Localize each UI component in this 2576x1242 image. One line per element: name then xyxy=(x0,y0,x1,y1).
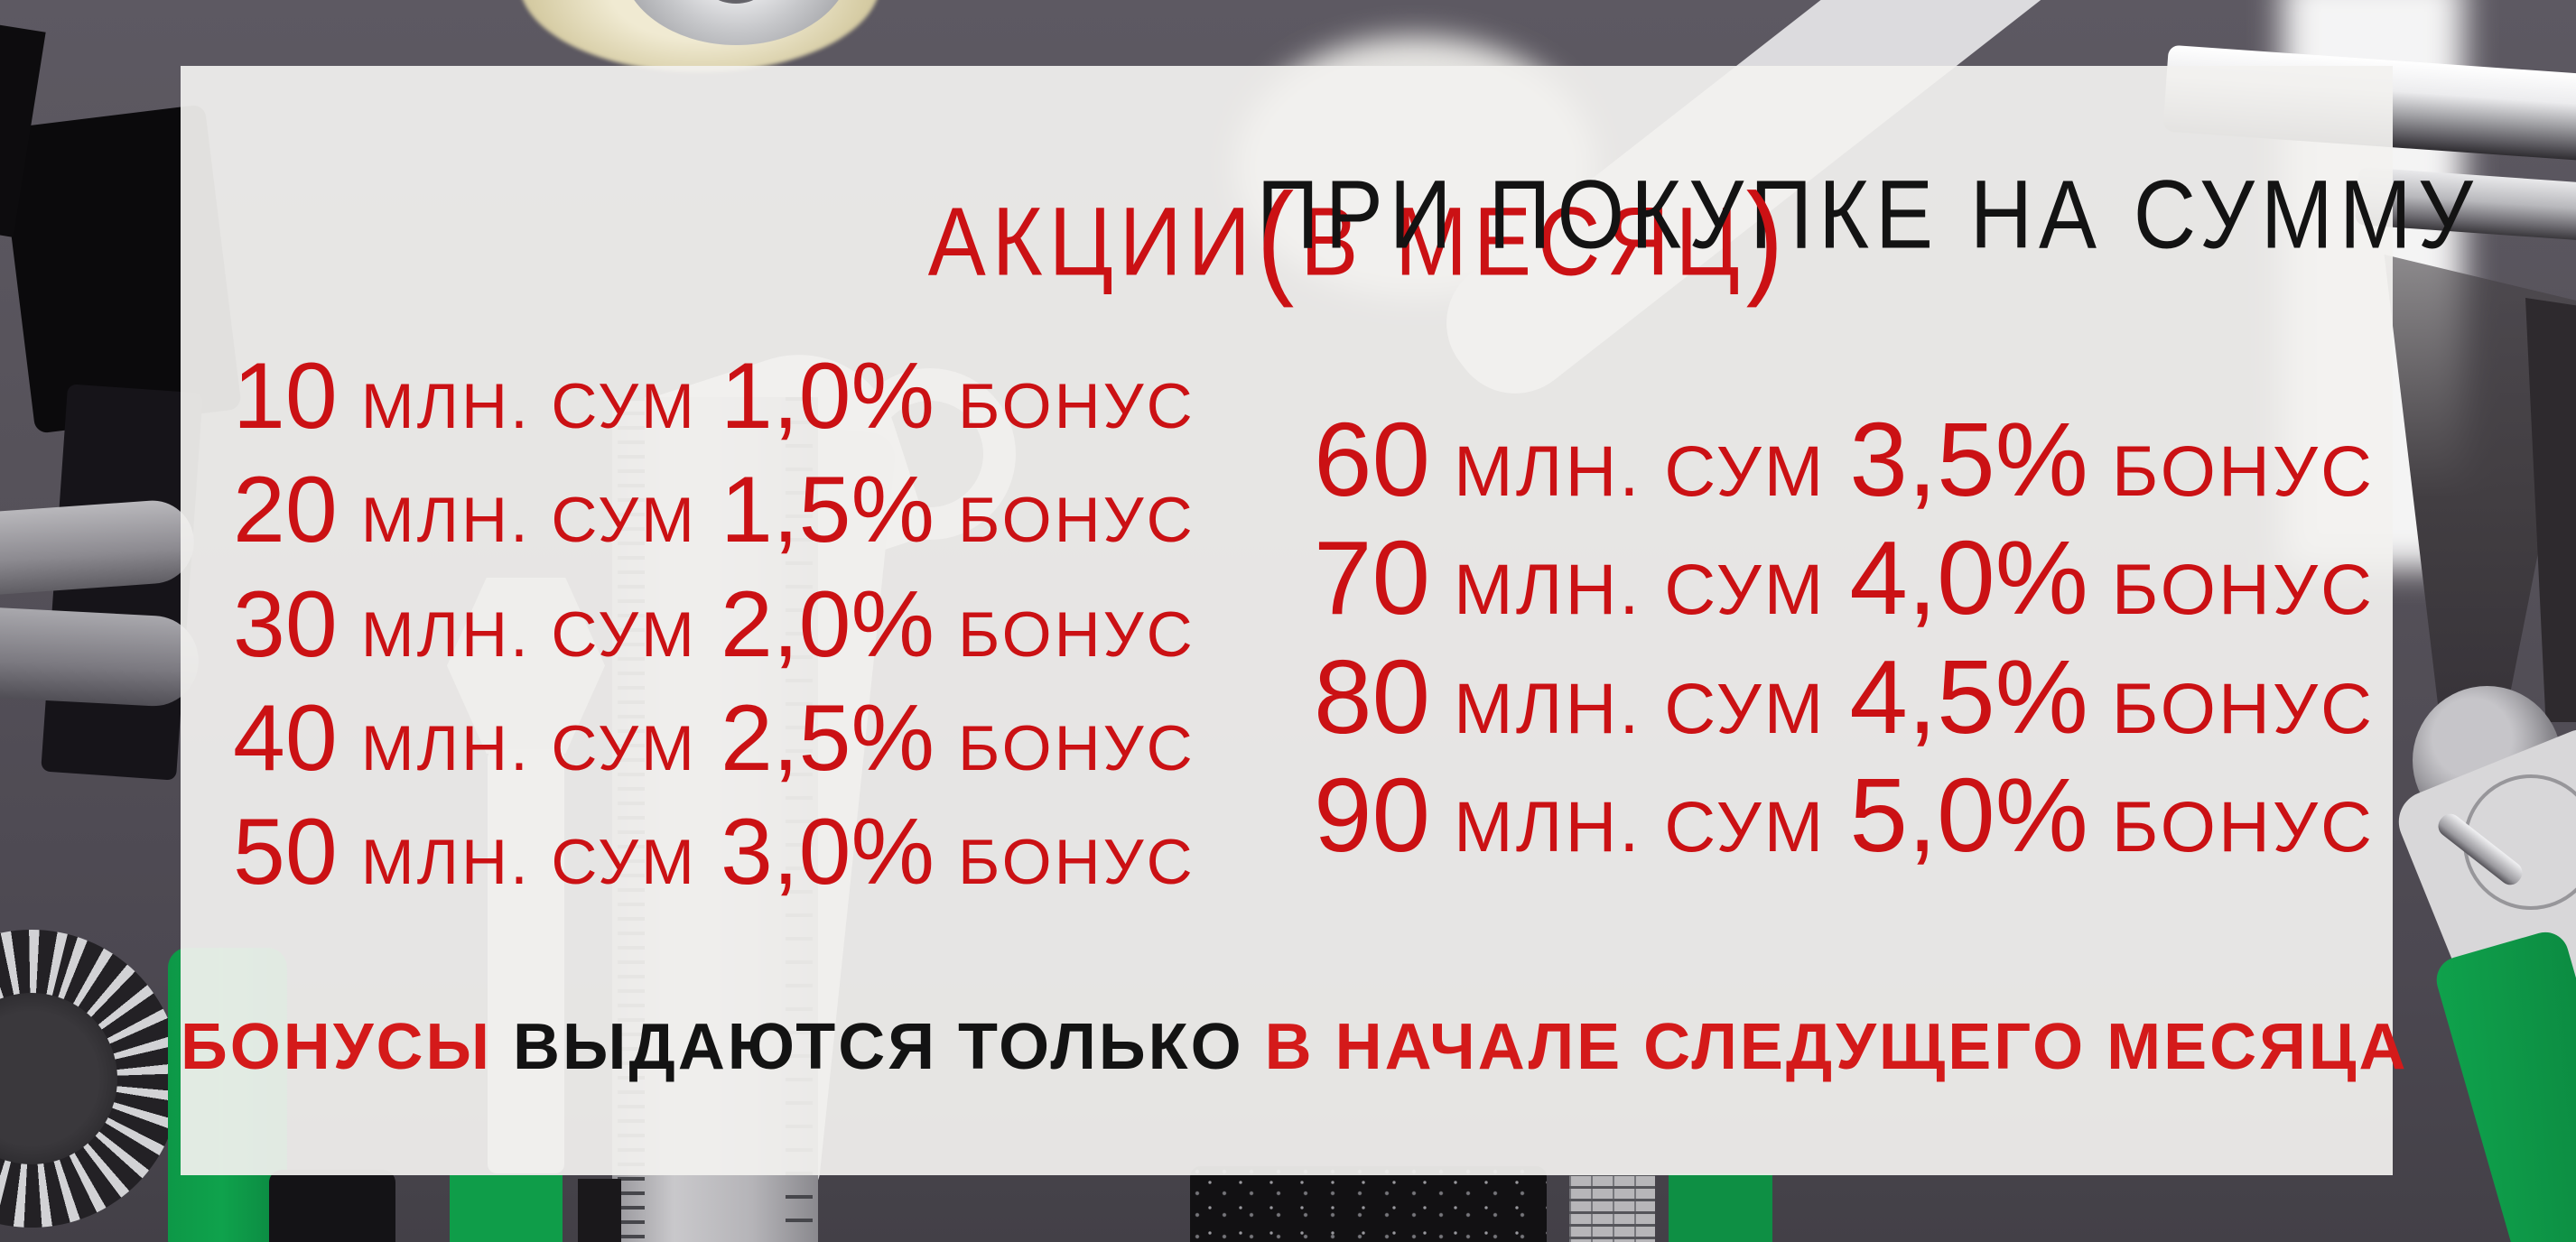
tier-unit: млн. сум xyxy=(360,826,697,898)
tier-amount: 60 xyxy=(1314,401,1431,518)
tier-bonus-label: бонус xyxy=(957,484,1195,556)
title-paren-close: ) xyxy=(1745,167,1790,309)
green-handle-right-shape xyxy=(2431,926,2576,1242)
tier-row: 40 млн. сум 2,5% бонус xyxy=(233,685,1195,791)
tier-amount: 80 xyxy=(1314,637,1431,755)
green-handle-bottom-shape xyxy=(450,1175,563,1242)
title-main: ПРИ ПОКУПКЕ НА СУММУ xyxy=(1256,161,2479,269)
tier-percent: 1,5% xyxy=(720,458,935,563)
tier-unit: млн. сум xyxy=(1454,431,1827,511)
metal-disc-hub-shape xyxy=(700,0,772,4)
tier-amount: 10 xyxy=(233,344,338,449)
tier-row: 60 млн. сум 3,5% бонус xyxy=(1314,403,2375,516)
tier-percent: 4,5% xyxy=(1849,637,2088,755)
textured-handle-shape xyxy=(1190,1166,1547,1242)
dark-grip-shape xyxy=(578,1179,621,1242)
footer-tail: В НАЧАЛЕ СЛЕДУЩЕГО МЕСЯЦА xyxy=(1264,1011,2409,1083)
tier-bonus-label: бонус xyxy=(957,598,1195,670)
footer-note: БОНУСЫ ВЫДАЮТСЯ ТОЛЬКО В НАЧАЛЕ СЛЕДУЩЕГ… xyxy=(181,1010,2405,1084)
tier-bonus-label: бонус xyxy=(957,370,1195,441)
tier-percent: 5,0% xyxy=(1849,755,2088,874)
title-highlight: АКЦИИ xyxy=(927,188,1257,297)
tier-unit: млн. сум xyxy=(360,370,697,441)
panel-content: АКЦИИ ПРИ ПОКУПКЕ НА СУММУ (В МЕСЯЦ) 10 … xyxy=(181,66,2473,1175)
tier-column-left: 10 млн. сум 1,0% бонус 20 млн. сум 1,5% … xyxy=(233,346,1195,916)
tier-amount: 20 xyxy=(233,458,338,563)
tier-row: 20 млн. сум 1,5% бонус xyxy=(233,459,1195,561)
tier-unit: млн. сум xyxy=(1454,786,1827,867)
tier-percent: 2,5% xyxy=(720,685,935,791)
tier-row: 50 млн. сум 3,0% бонус xyxy=(233,800,1195,905)
ruler-fragment-shape xyxy=(1569,1173,1655,1242)
tier-amount: 90 xyxy=(1314,755,1431,874)
tier-percent: 1,0% xyxy=(720,344,935,449)
title-paren-text: В МЕСЯЦ xyxy=(1300,188,1746,297)
title-paren-open: ( xyxy=(1256,167,1301,309)
tier-bonus-label: бонус xyxy=(2111,431,2375,511)
black-handle-bottom-shape xyxy=(269,1170,395,1242)
tier-column-right: 60 млн. сум 3,5% бонус 70 млн. сум 4,0% … xyxy=(1314,403,2375,877)
tier-bonus-label: бонус xyxy=(957,826,1195,898)
tier-unit: млн. сум xyxy=(360,711,697,783)
tier-percent: 3,5% xyxy=(1849,401,2088,518)
tier-percent: 4,0% xyxy=(1849,519,2088,637)
tier-percent: 2,0% xyxy=(720,571,935,677)
tier-amount: 70 xyxy=(1314,519,1431,637)
tier-amount: 30 xyxy=(233,571,338,677)
tier-row: 70 млн. сум 4,0% бонус xyxy=(1314,519,2375,637)
tier-row: 10 млн. сум 1,0% бонус xyxy=(233,344,1195,449)
tier-unit: млн. сум xyxy=(360,598,697,670)
tier-row: 80 млн. сум 4,5% бонус xyxy=(1314,637,2375,755)
tier-amount: 40 xyxy=(233,685,338,791)
overlay-panel xyxy=(181,66,2393,1175)
tier-amount: 50 xyxy=(233,800,338,905)
footer-middle: ВЫДАЮТСЯ ТОЛЬКО xyxy=(492,1011,1265,1083)
tier-unit: млн. сум xyxy=(1454,668,1827,748)
tier-row: 30 млн. сум 2,0% бонус xyxy=(233,571,1195,677)
tier-bonus-label: бонус xyxy=(2111,786,2375,867)
tier-percent: 3,0% xyxy=(720,800,935,905)
tier-unit: млн. сум xyxy=(360,484,697,556)
page-title: АКЦИИ ПРИ ПОКУПКЕ НА СУММУ (В МЕСЯЦ) xyxy=(253,160,2473,309)
tier-bonus-label: бонус xyxy=(957,711,1195,783)
green-handle-bottom2-shape xyxy=(1669,1173,1772,1242)
tier-bonus-label: бонус xyxy=(2111,550,2375,630)
pliers-left-lower-shape xyxy=(0,606,201,709)
footer-highlight: БОНУСЫ xyxy=(181,1011,493,1083)
tier-unit: млн. сум xyxy=(1454,550,1827,630)
tier-bonus-label: бонус xyxy=(2111,668,2375,748)
tier-row: 90 млн. сум 5,0% бонус xyxy=(1314,755,2375,874)
